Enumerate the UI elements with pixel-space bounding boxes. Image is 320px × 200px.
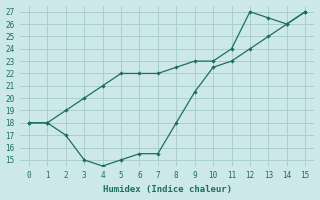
X-axis label: Humidex (Indice chaleur): Humidex (Indice chaleur) <box>102 185 232 194</box>
